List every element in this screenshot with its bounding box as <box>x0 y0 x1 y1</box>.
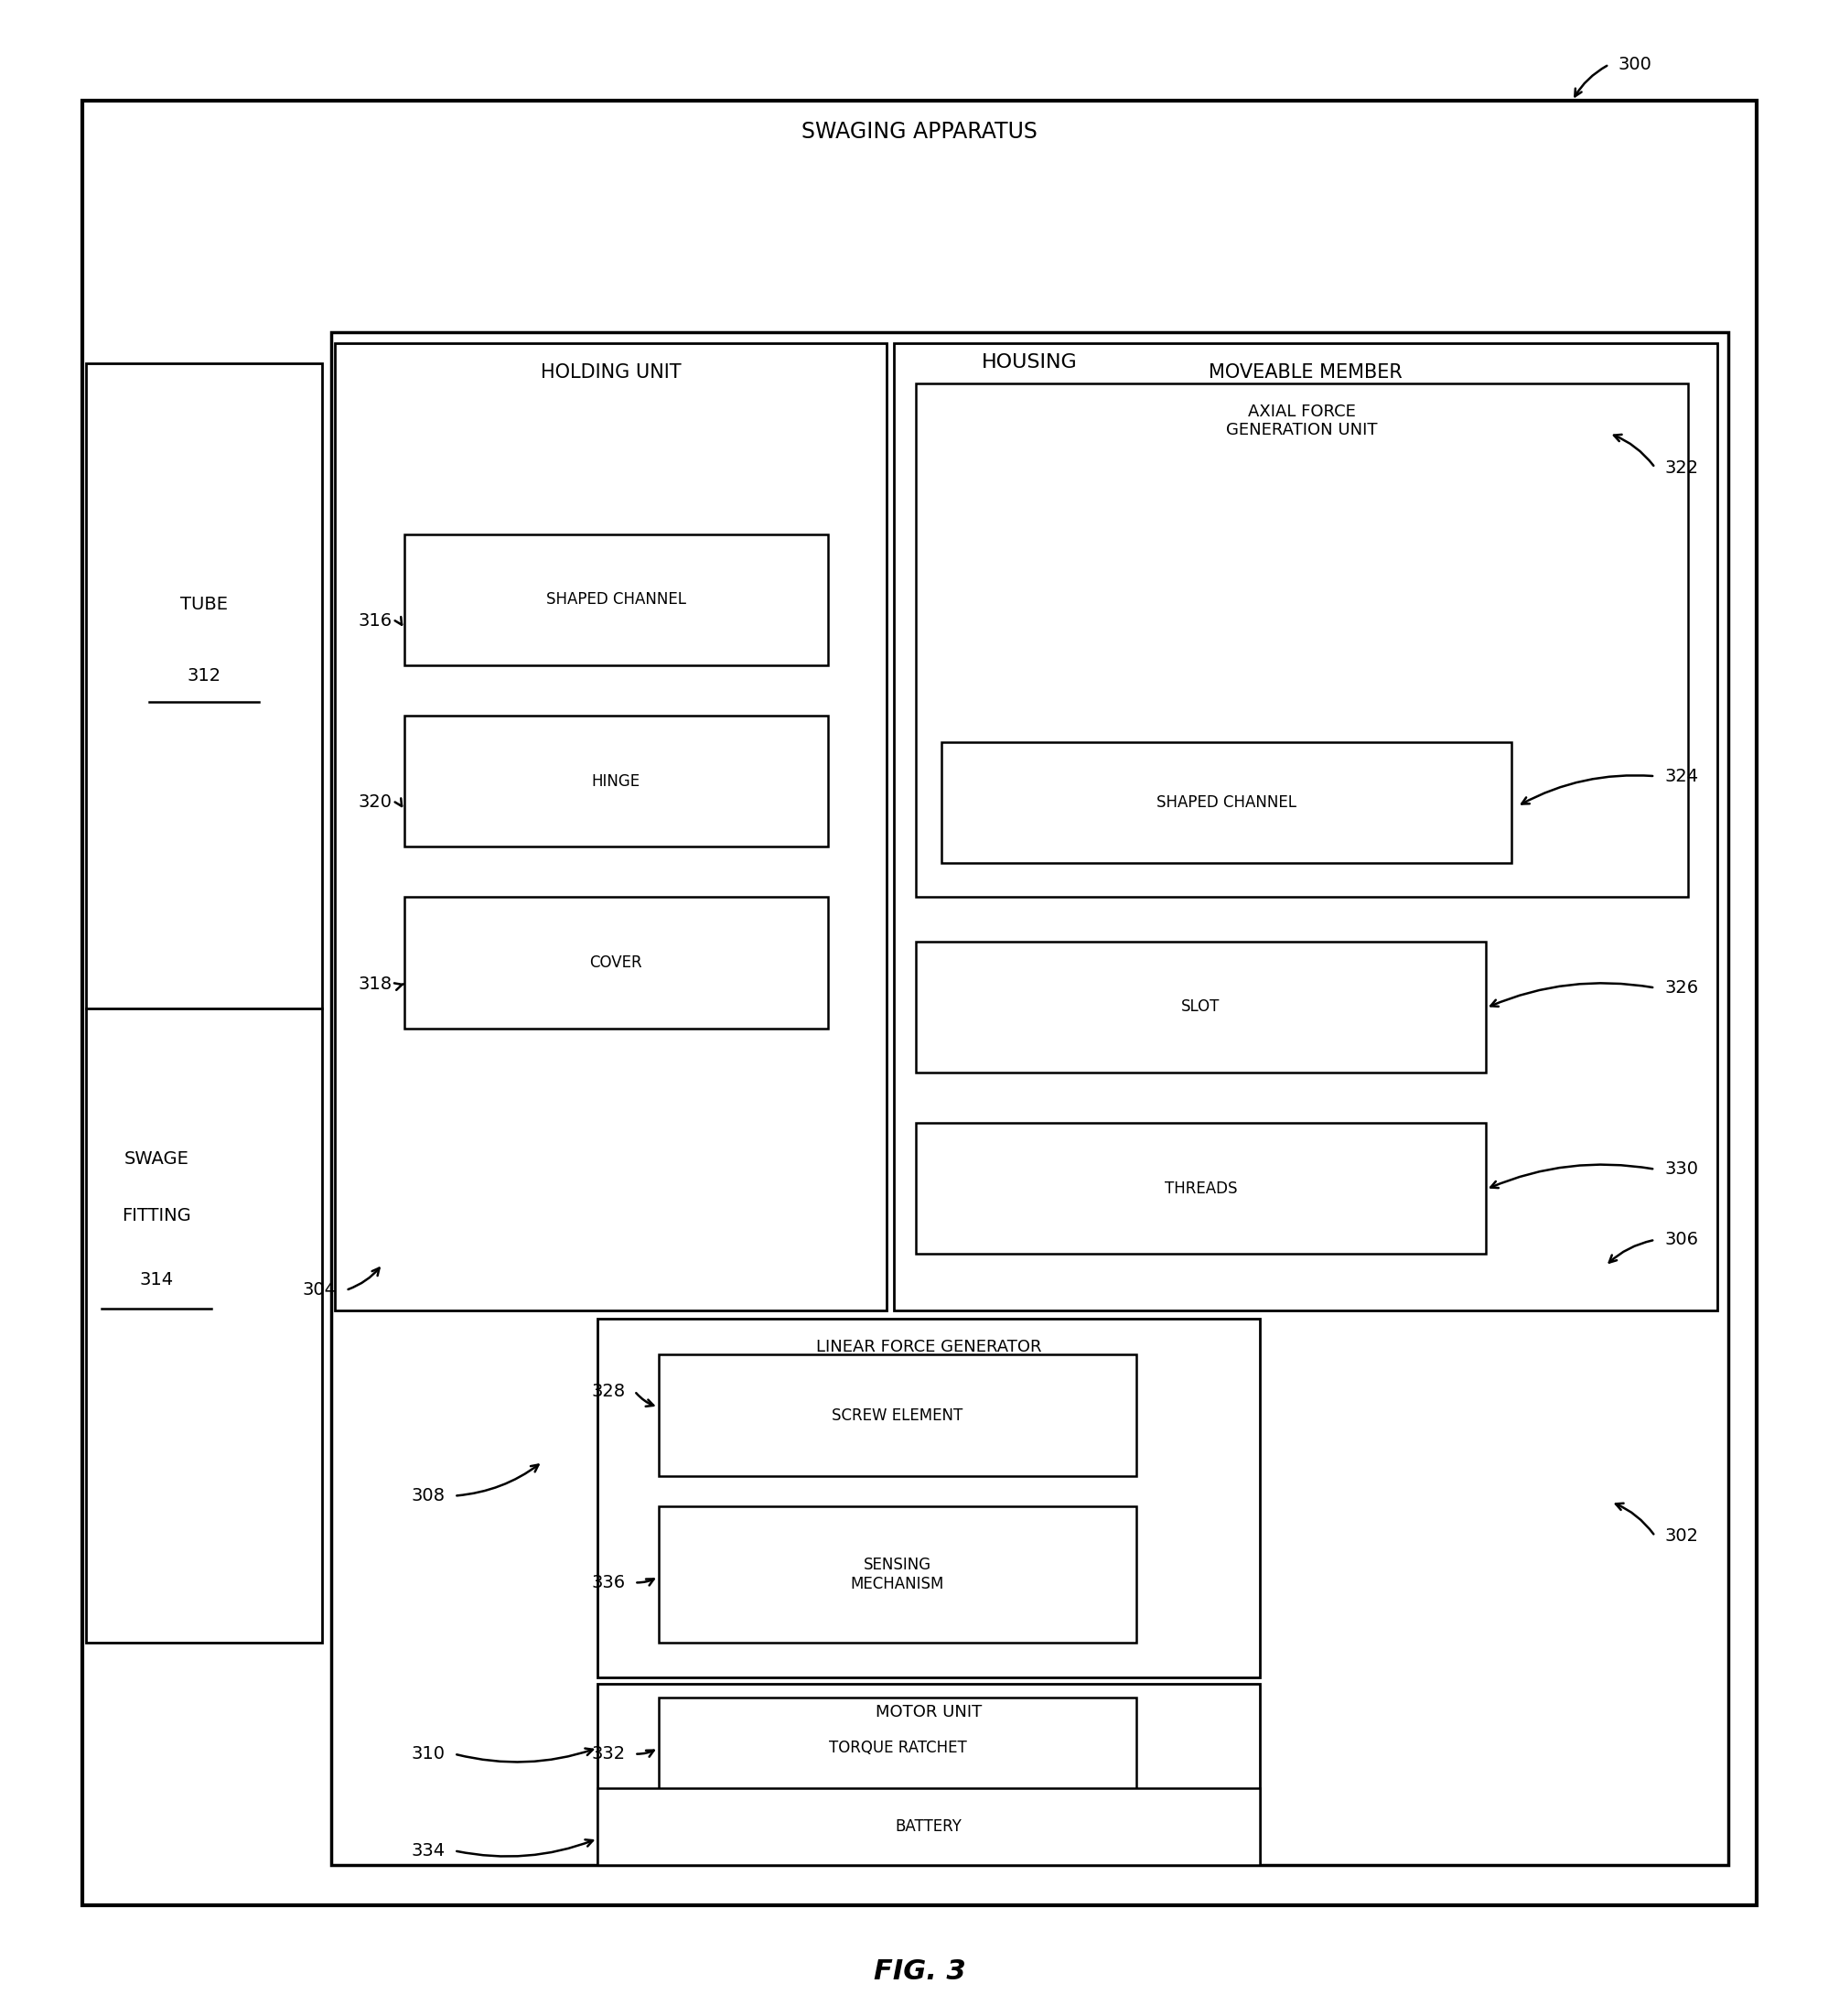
Text: 334: 334 <box>412 1843 445 1859</box>
Text: BATTERY: BATTERY <box>896 1818 962 1835</box>
Bar <box>916 383 1688 897</box>
Bar <box>598 1683 1260 1865</box>
Text: SWAGING APPARATUS: SWAGING APPARATUS <box>802 121 1037 143</box>
Bar <box>86 363 322 1643</box>
Text: 308: 308 <box>412 1488 445 1504</box>
Text: 312: 312 <box>188 667 221 683</box>
Bar <box>335 343 886 1310</box>
Text: 302: 302 <box>1664 1528 1697 1544</box>
Text: 320: 320 <box>359 794 392 810</box>
Text: TORQUE RATCHET: TORQUE RATCHET <box>828 1740 967 1756</box>
Text: 332: 332 <box>592 1746 625 1762</box>
Bar <box>894 343 1718 1310</box>
Text: 326: 326 <box>1664 980 1697 996</box>
Text: 324: 324 <box>1664 768 1697 784</box>
Text: SHAPED CHANNEL: SHAPED CHANNEL <box>546 591 686 609</box>
Text: 322: 322 <box>1664 460 1697 476</box>
Text: 330: 330 <box>1664 1161 1697 1177</box>
Text: COVER: COVER <box>590 954 642 972</box>
Bar <box>658 1697 1137 1798</box>
Bar <box>598 1788 1260 1865</box>
Bar <box>331 333 1729 1865</box>
Text: THREADS: THREADS <box>1164 1179 1238 1198</box>
Text: HINGE: HINGE <box>592 772 640 790</box>
Bar <box>598 1318 1260 1677</box>
Text: 336: 336 <box>592 1574 625 1591</box>
Text: 314: 314 <box>140 1272 173 1288</box>
Text: FIG. 3: FIG. 3 <box>874 1958 965 1986</box>
Text: TUBE: TUBE <box>180 597 228 613</box>
Text: HOLDING UNIT: HOLDING UNIT <box>541 363 680 381</box>
Text: 328: 328 <box>592 1383 625 1399</box>
Text: SCREW ELEMENT: SCREW ELEMENT <box>831 1407 964 1423</box>
Text: 306: 306 <box>1664 1232 1697 1248</box>
Bar <box>658 1355 1137 1476</box>
Text: FITTING: FITTING <box>121 1208 191 1224</box>
Bar <box>83 101 1756 1905</box>
Text: SWAGE: SWAGE <box>123 1151 189 1167</box>
Text: 318: 318 <box>359 976 392 992</box>
Text: 304: 304 <box>303 1282 337 1298</box>
Text: AXIAL FORCE
GENERATION UNIT: AXIAL FORCE GENERATION UNIT <box>1227 403 1377 439</box>
Bar <box>916 941 1486 1073</box>
Text: HOUSING: HOUSING <box>982 353 1078 371</box>
Text: 300: 300 <box>1618 56 1651 73</box>
Text: LINEAR FORCE GENERATOR: LINEAR FORCE GENERATOR <box>817 1339 1041 1355</box>
Text: MOTOR UNIT: MOTOR UNIT <box>875 1704 982 1720</box>
Bar <box>405 897 828 1028</box>
Text: 310: 310 <box>412 1746 445 1762</box>
Bar <box>942 742 1512 863</box>
Text: 316: 316 <box>359 613 392 629</box>
Bar <box>658 1506 1137 1643</box>
Text: SENSING
MECHANISM: SENSING MECHANISM <box>851 1556 943 1593</box>
Text: SLOT: SLOT <box>1181 998 1221 1016</box>
Bar <box>405 534 828 665</box>
Bar <box>916 1123 1486 1254</box>
Text: SHAPED CHANNEL: SHAPED CHANNEL <box>1157 794 1296 810</box>
Bar <box>405 716 828 847</box>
Text: MOVEABLE MEMBER: MOVEABLE MEMBER <box>1208 363 1403 381</box>
